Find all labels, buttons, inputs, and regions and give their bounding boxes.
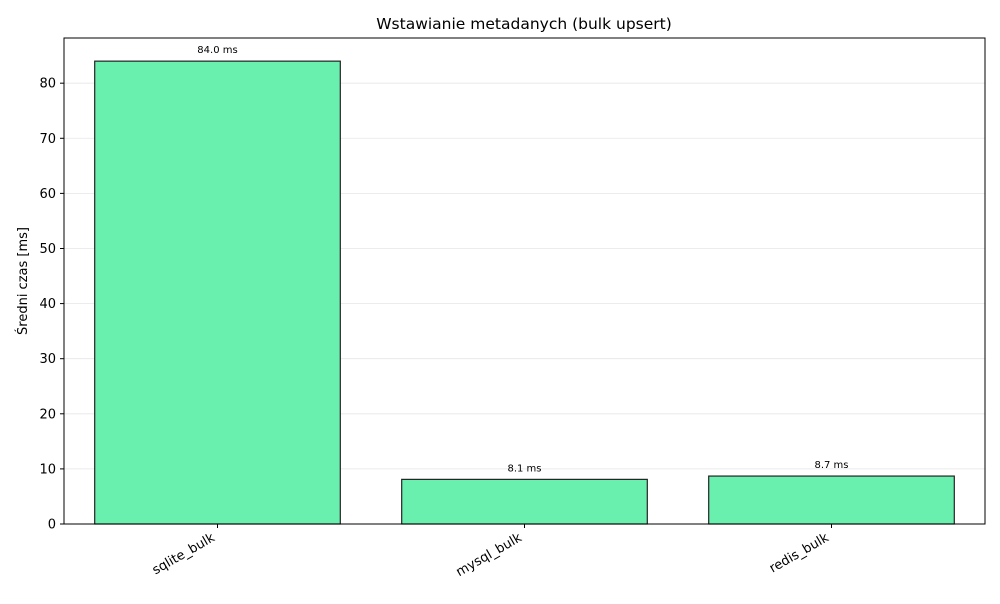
y-tick-label: 30 [39, 352, 56, 367]
y-tick-label: 50 [39, 242, 56, 257]
y-tick-label: 0 [48, 518, 56, 533]
bars-layer [94, 60, 955, 525]
x-tick-label-mysql_bulk: mysql_bulk [454, 530, 525, 580]
bar-mysql_bulk [401, 478, 648, 525]
bar-redis_bulk [708, 475, 955, 525]
data-label-redis_bulk: 8.7 ms [814, 460, 848, 471]
y-tick-label: 40 [39, 297, 56, 312]
x-tick-label-redis_bulk: redis_bulk [767, 530, 832, 576]
y-tick-label: 10 [39, 462, 56, 477]
y-tick-label: 60 [39, 187, 56, 202]
chart-title: Wstawianie metadanych (bulk upsert) [376, 15, 672, 33]
y-axis-ticks: 0 10 20 30 40 50 60 70 80 [39, 77, 64, 533]
data-labels: 84.0 ms 8.1 ms 8.7 ms [197, 45, 848, 474]
y-tick-label: 70 [39, 132, 56, 147]
y-tick-label: 80 [39, 77, 56, 92]
data-label-sqlite_bulk: 84.0 ms [197, 45, 237, 56]
y-axis-label: Średni czas [ms] [15, 227, 31, 335]
data-label-mysql_bulk: 8.1 ms [507, 463, 541, 474]
y-tick-label: 20 [39, 407, 56, 422]
x-axis-ticks: sqlite_bulk mysql_bulk redis_bulk [150, 524, 832, 580]
x-tick-label-sqlite_bulk: sqlite_bulk [150, 530, 218, 578]
bar-sqlite_bulk [94, 60, 341, 525]
